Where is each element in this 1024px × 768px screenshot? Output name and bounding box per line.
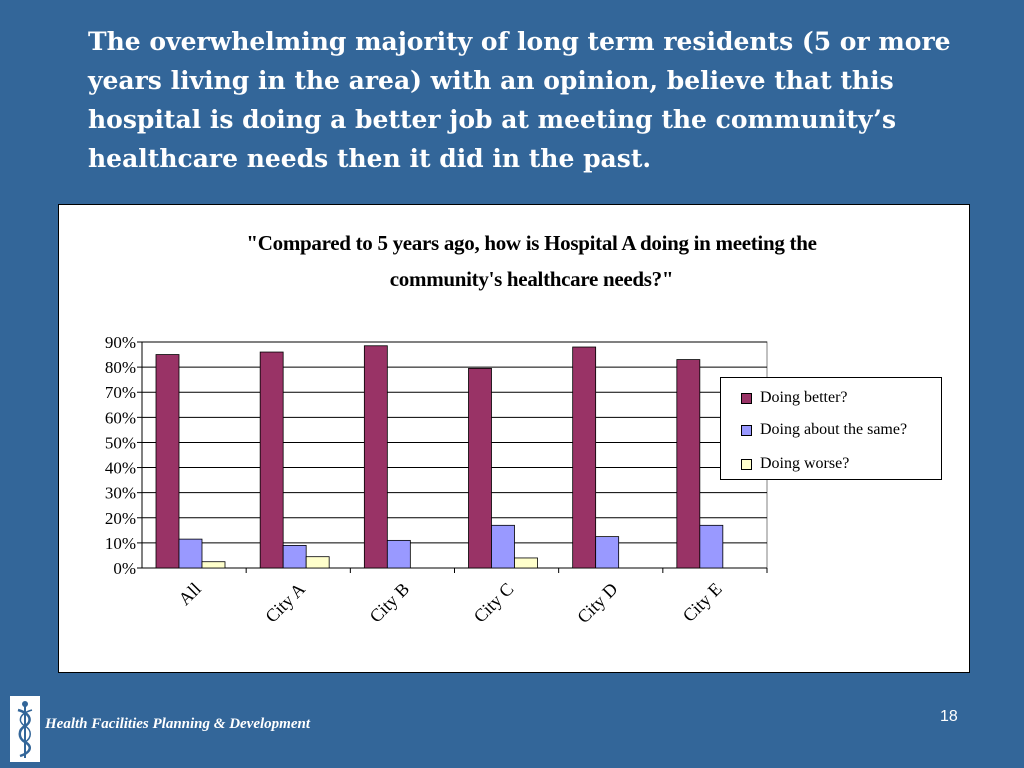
x-tick-label: City D xyxy=(573,579,621,627)
y-tick-label: 10% xyxy=(105,534,136,553)
y-tick-label: 0% xyxy=(113,559,136,578)
bar-doing-about-the-same-city-a xyxy=(282,544,307,569)
footer-organization: Health Facilities Planning & Development xyxy=(45,716,310,732)
y-tick-label: 70% xyxy=(105,383,136,402)
chart-title-line-1: "Compared to 5 years ago, how is Hospita… xyxy=(246,231,817,255)
x-tick-label: City E xyxy=(679,579,726,626)
legend-item-doing-worse: Doing worse? xyxy=(741,454,849,474)
bar-doing-better-city-c xyxy=(468,367,492,569)
chart-title-line-2: community's healthcare needs?" xyxy=(389,267,674,291)
bar-doing-better-city-e xyxy=(676,359,701,569)
plot-area-frame xyxy=(141,341,768,569)
bar-doing-about-the-same-city-c xyxy=(491,524,515,569)
y-tick-label: 60% xyxy=(105,408,136,427)
legend-label-doing-worse: Doing worse? xyxy=(760,455,850,472)
bar-doing-about-the-same-city-e xyxy=(699,524,724,569)
caduceus-logo-icon xyxy=(10,696,40,762)
bar-chart: 0% 10% 20% 30% 40% 50% 60% 70% 80% 90% All City A Ci… xyxy=(105,333,768,627)
page-number: 18 xyxy=(940,708,958,725)
chart-legend: Doing better? Doing about the same? Doin… xyxy=(720,377,942,480)
legend-item-doing-better: Doing better? xyxy=(741,388,848,408)
legend-swatch-doing-better xyxy=(741,392,752,404)
y-tick-label: 20% xyxy=(105,509,136,528)
bar-doing-about-the-same-all xyxy=(178,538,203,569)
y-tick-label: 50% xyxy=(105,433,136,452)
bar-doing-about-the-same-city-b xyxy=(386,539,411,569)
y-tick-label: 30% xyxy=(105,484,136,503)
chart-panel: "Compared to 5 years ago, how is Hospita… xyxy=(58,204,970,673)
y-tick-label: 80% xyxy=(105,358,136,377)
bar-doing-worse-all xyxy=(201,561,226,569)
bar-doing-better-city-a xyxy=(259,351,284,569)
legend-label-doing-better: Doing better? xyxy=(760,389,848,406)
y-tick-label: 40% xyxy=(105,459,136,478)
legend-swatch-doing-worse xyxy=(741,458,752,470)
x-tick-label: City C xyxy=(470,579,518,627)
x-tick-label: City B xyxy=(366,579,414,627)
x-tick-label: All xyxy=(174,579,204,609)
slide-headline: The overwhelming majority of long term r… xyxy=(88,27,951,173)
bar-doing-better-all xyxy=(155,354,180,569)
bar-doing-worse-city-c xyxy=(514,557,538,569)
legend-label-doing-same: Doing about the same? xyxy=(760,421,908,438)
legend-swatch-doing-same xyxy=(741,424,752,436)
bar-doing-better-city-d xyxy=(572,346,597,569)
bar-doing-better-city-b xyxy=(363,345,388,569)
x-tick-label: City A xyxy=(261,579,309,627)
y-tick-label: 90% xyxy=(105,333,136,352)
chart-title: "Compared to 5 years ago, how is Hospita… xyxy=(59,225,1004,297)
bar-doing-worse-city-a xyxy=(305,556,330,569)
legend-item-doing-same: Doing about the same? xyxy=(741,420,907,440)
bar-doing-about-the-same-city-d xyxy=(595,536,620,569)
